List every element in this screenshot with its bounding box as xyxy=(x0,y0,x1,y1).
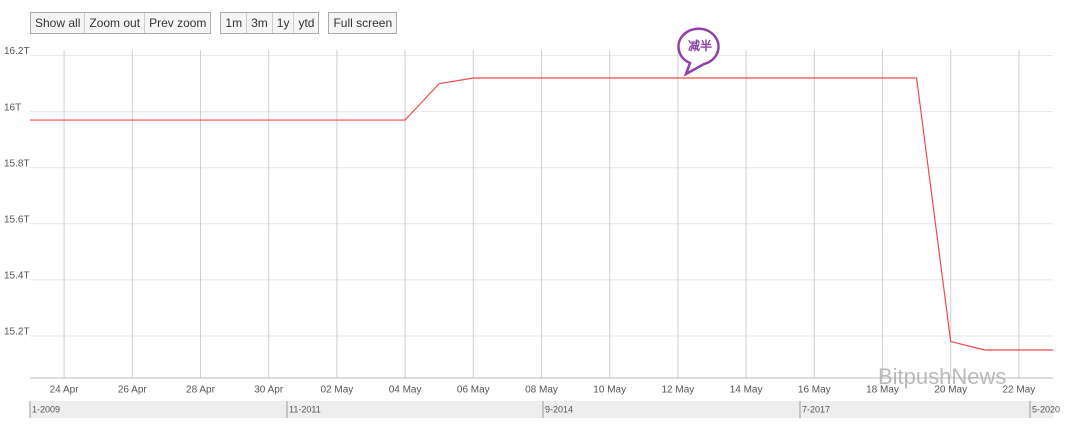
button-group: Full screen xyxy=(328,12,398,34)
y-tick-label: 15.6T xyxy=(4,214,30,225)
y-tick-label: 15.8T xyxy=(4,158,30,169)
watermark: BitpushNews xyxy=(878,364,1006,389)
button[interactable]: 3m xyxy=(247,13,273,33)
button-group: Show all Zoom out Prev zoom xyxy=(30,12,212,34)
button[interactable]: 1m xyxy=(221,13,248,33)
x-tick-label: 22 May xyxy=(1003,385,1036,396)
navigator-label: 1-2009 xyxy=(32,404,60,414)
x-tick-label: 06 May xyxy=(457,385,490,396)
x-tick-label: 26 Apr xyxy=(118,385,148,396)
button[interactable]: Prev zoom xyxy=(149,16,207,30)
y-tick-label: 16.2T xyxy=(4,46,30,57)
y-tick-label: 16T xyxy=(4,102,21,113)
x-tick-label: 16 May xyxy=(798,385,831,396)
x-tick-label: 14 May xyxy=(730,385,763,396)
button[interactable]: Full screen xyxy=(333,16,393,30)
toolbar: Show all Zoom out Prev zoom 1m 3m 1y ytd Full s… xyxy=(30,12,398,34)
x-tick-label: 10 May xyxy=(593,385,626,396)
x-tick-label: 28 Apr xyxy=(186,385,216,396)
annotation: 减半 xyxy=(688,38,712,53)
x-tick-label: 02 May xyxy=(321,385,354,396)
navigator-label: 5-2020 xyxy=(1032,404,1060,414)
y-tick-label: 15.4T xyxy=(4,271,30,282)
navigator-label: 9-2014 xyxy=(545,404,573,414)
x-tick-label: 08 May xyxy=(525,385,558,396)
button[interactable]: 1y xyxy=(273,13,295,33)
x-tick-label: 24 Apr xyxy=(50,385,80,396)
navigator-label: 7-2017 xyxy=(802,404,830,414)
button-group: 1m 3m 1y ytd xyxy=(220,12,320,34)
button[interactable]: Show all xyxy=(31,13,86,33)
button[interactable]: ytd xyxy=(298,16,315,30)
button[interactable]: Zoom out xyxy=(85,13,146,33)
x-tick-label: 12 May xyxy=(662,385,695,396)
line xyxy=(30,77,1053,351)
annotation-bubble xyxy=(677,27,720,77)
x-tick-label: 04 May xyxy=(389,385,422,396)
x-tick-label: 18 May xyxy=(866,385,899,396)
navigator-label: 11-2011 xyxy=(289,404,321,414)
x-tick-label: 20 May xyxy=(934,385,967,396)
navigator xyxy=(30,401,1053,418)
y-tick-label: 15.2T xyxy=(4,327,30,338)
x-tick-label: 30 Apr xyxy=(254,385,284,396)
